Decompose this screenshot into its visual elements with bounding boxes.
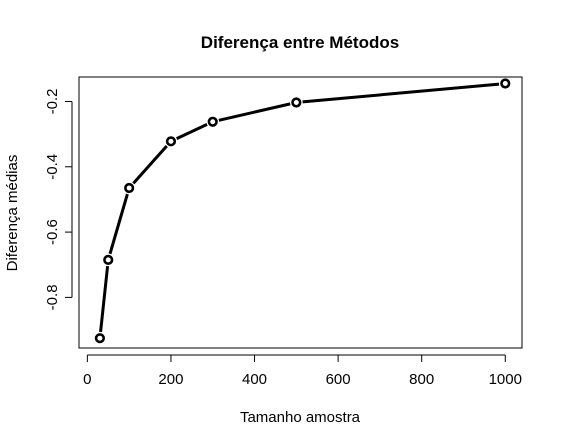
series-line-segment	[176, 123, 208, 141]
data-point	[165, 136, 177, 147]
data-point	[207, 116, 218, 127]
data-point	[103, 254, 114, 265]
data-point	[94, 333, 105, 344]
y-tick-label: -0.4	[44, 154, 61, 180]
series-group	[94, 78, 511, 344]
y-axis-label: Diferença médias	[4, 155, 21, 272]
data-point	[291, 97, 302, 108]
series-line-segment	[302, 82, 500, 104]
x-tick-label: 1000	[489, 371, 522, 388]
chart-title: Diferença entre Métodos	[201, 33, 399, 52]
x-tick-label: 800	[409, 371, 434, 388]
series-line-segment	[99, 265, 110, 333]
series-line-segment	[132, 145, 168, 185]
y-tick-label: -0.8	[44, 284, 61, 310]
x-tick-label: 400	[242, 371, 267, 388]
y-tick-label: -0.6	[44, 219, 61, 245]
series-line-segment	[218, 102, 291, 122]
x-axis-label: Tamanho amostra	[240, 409, 361, 426]
x-tick-label: 200	[158, 371, 183, 388]
data-point	[124, 182, 135, 194]
x-axis: 0 200 400 600 800 1000	[83, 354, 522, 388]
x-tick-label: 0	[83, 371, 91, 388]
x-tick-label: 600	[326, 371, 351, 388]
plot-area	[78, 76, 523, 349]
y-tick-label: -0.2	[44, 89, 61, 115]
y-axis: -0.8 -0.6 -0.4 -0.2	[44, 89, 73, 310]
data-point	[500, 78, 511, 89]
series-line-segment	[108, 193, 129, 255]
